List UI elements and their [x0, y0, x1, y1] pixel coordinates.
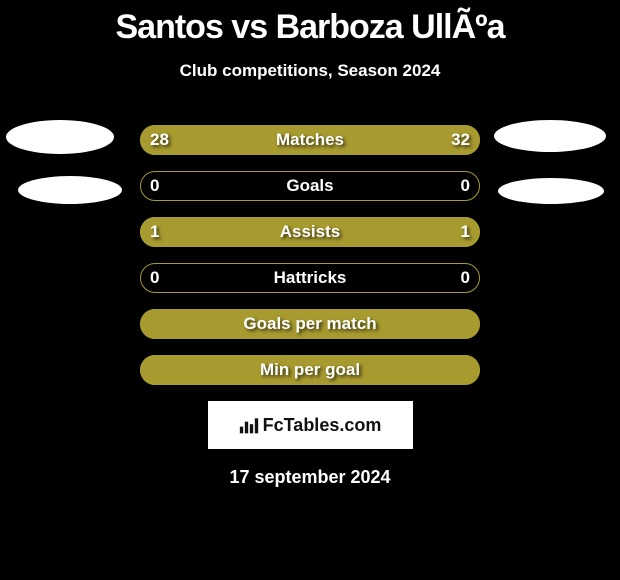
subtitle: Club competitions, Season 2024: [0, 61, 620, 81]
stat-label: Goals per match: [140, 309, 480, 339]
stat-bar: 11Assists: [140, 217, 480, 247]
stat-row: Goals per match: [0, 309, 620, 339]
stat-label: Hattricks: [140, 263, 480, 293]
stat-bar: Min per goal: [140, 355, 480, 385]
stat-bar: 00Hattricks: [140, 263, 480, 293]
stat-row: 11Assists: [0, 217, 620, 247]
stat-bar: 00Goals: [140, 171, 480, 201]
stat-label: Min per goal: [140, 355, 480, 385]
logo-box: FcTables.com: [208, 401, 413, 449]
stat-bar: 2832Matches: [140, 125, 480, 155]
stat-label: Matches: [140, 125, 480, 155]
stat-row: Min per goal: [0, 355, 620, 385]
logo: FcTables.com: [239, 415, 382, 436]
stat-row: 00Goals: [0, 171, 620, 201]
page-title: Santos vs Barboza UllÃºa: [0, 0, 620, 47]
logo-text: FcTables.com: [263, 415, 382, 436]
stat-row: 00Hattricks: [0, 263, 620, 293]
comparison-infographic: Santos vs Barboza UllÃºa Club competitio…: [0, 0, 620, 580]
stat-label: Assists: [140, 217, 480, 247]
bars-icon: [239, 416, 259, 434]
date-label: 17 september 2024: [0, 467, 620, 488]
stat-bar: Goals per match: [140, 309, 480, 339]
stat-rows: 2832Matches 00Goals 11Assists 00Hattricks Go…: [0, 125, 620, 385]
stat-row: 2832Matches: [0, 125, 620, 155]
stat-label: Goals: [140, 171, 480, 201]
